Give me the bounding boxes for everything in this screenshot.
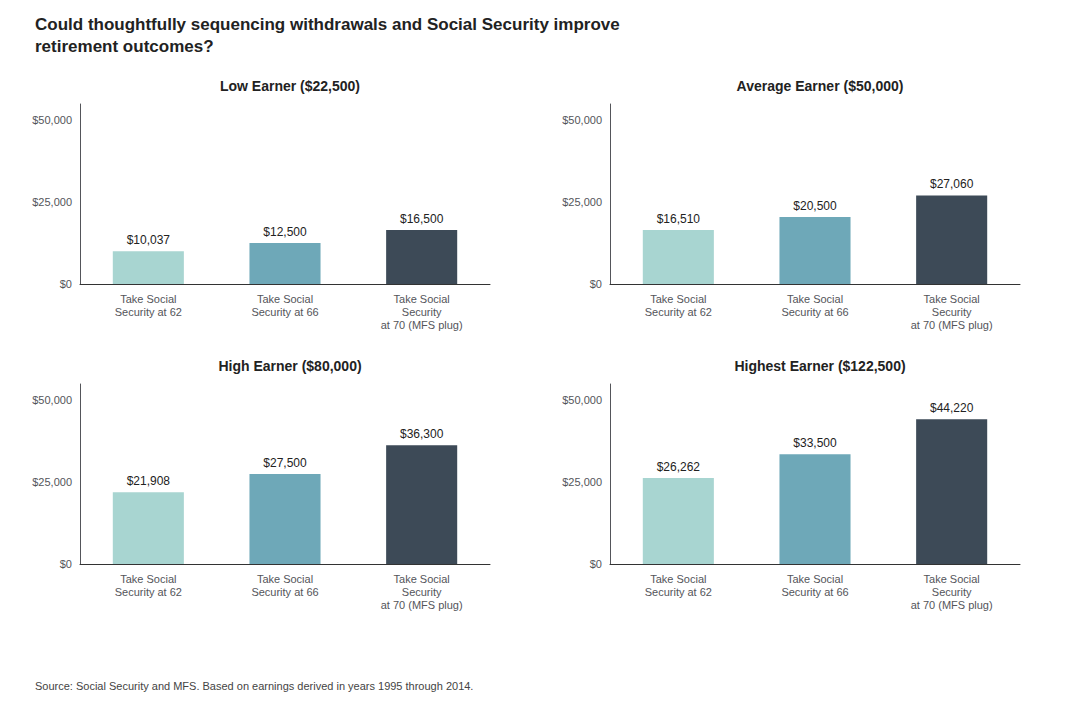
svg-text:$0: $0: [60, 558, 72, 570]
svg-text:Security at 62: Security at 62: [115, 586, 182, 598]
svg-text:Take Social: Take Social: [394, 573, 450, 585]
svg-text:at 70 (MFS plug): at 70 (MFS plug): [381, 599, 463, 611]
svg-text:$33,500: $33,500: [793, 436, 837, 450]
svg-text:$12,500: $12,500: [263, 225, 307, 239]
svg-text:$25,000: $25,000: [562, 196, 602, 208]
svg-text:Security: Security: [932, 306, 972, 318]
svg-text:Take Social: Take Social: [257, 573, 313, 585]
svg-text:$16,510: $16,510: [657, 212, 701, 226]
svg-text:$10,037: $10,037: [127, 233, 171, 247]
svg-text:Source: Social Security and MF: Source: Social Security and MFS. Based o…: [35, 680, 473, 692]
svg-text:Security at 62: Security at 62: [115, 306, 182, 318]
svg-text:$16,500: $16,500: [400, 212, 444, 226]
svg-text:Security at 66: Security at 66: [781, 306, 848, 318]
svg-text:Take Social: Take Social: [394, 293, 450, 305]
svg-text:Take Social: Take Social: [257, 293, 313, 305]
svg-text:Security: Security: [402, 586, 442, 598]
svg-text:$26,262: $26,262: [657, 460, 701, 474]
svg-text:High Earner ($80,000): High Earner ($80,000): [218, 358, 361, 374]
svg-text:at 70 (MFS plug): at 70 (MFS plug): [911, 319, 993, 331]
svg-text:Take Social: Take Social: [650, 573, 706, 585]
svg-text:$27,500: $27,500: [263, 456, 307, 470]
svg-text:Take Social: Take Social: [120, 573, 176, 585]
svg-text:Security at 62: Security at 62: [645, 306, 712, 318]
svg-text:$21,908: $21,908: [127, 474, 171, 488]
svg-text:Could thoughtfully sequencing: Could thoughtfully sequencing withdrawal…: [35, 15, 620, 34]
svg-text:$0: $0: [60, 278, 72, 290]
svg-text:$0: $0: [590, 558, 602, 570]
svg-text:$50,000: $50,000: [32, 394, 72, 406]
svg-text:Low Earner ($22,500): Low Earner ($22,500): [220, 78, 360, 94]
svg-text:Security at 66: Security at 66: [251, 306, 318, 318]
svg-text:Security at 66: Security at 66: [251, 586, 318, 598]
svg-text:$20,500: $20,500: [793, 199, 837, 213]
svg-text:Security: Security: [402, 306, 442, 318]
svg-text:$50,000: $50,000: [32, 114, 72, 126]
svg-text:$50,000: $50,000: [562, 114, 602, 126]
svg-text:Take Social: Take Social: [924, 293, 980, 305]
svg-text:$25,000: $25,000: [32, 476, 72, 488]
svg-text:Highest Earner ($122,500): Highest Earner ($122,500): [734, 358, 905, 374]
svg-text:at 70 (MFS plug): at 70 (MFS plug): [911, 599, 993, 611]
svg-text:$27,060: $27,060: [930, 177, 974, 191]
svg-text:at 70 (MFS plug): at 70 (MFS plug): [381, 319, 463, 331]
svg-text:Take Social: Take Social: [787, 293, 843, 305]
svg-text:$25,000: $25,000: [32, 196, 72, 208]
svg-text:$25,000: $25,000: [562, 476, 602, 488]
svg-text:retirement outcomes?: retirement outcomes?: [35, 37, 214, 56]
svg-text:Take Social: Take Social: [787, 573, 843, 585]
svg-text:Security: Security: [932, 586, 972, 598]
svg-text:Take Social: Take Social: [924, 573, 980, 585]
svg-text:$36,300: $36,300: [400, 427, 444, 441]
svg-text:Take Social: Take Social: [120, 293, 176, 305]
svg-text:$0: $0: [590, 278, 602, 290]
svg-text:Average Earner ($50,000): Average Earner ($50,000): [737, 78, 904, 94]
svg-text:Security at 62: Security at 62: [645, 586, 712, 598]
svg-text:$44,220: $44,220: [930, 401, 974, 415]
svg-text:Security at 66: Security at 66: [781, 586, 848, 598]
svg-text:$50,000: $50,000: [562, 394, 602, 406]
svg-text:Take Social: Take Social: [650, 293, 706, 305]
